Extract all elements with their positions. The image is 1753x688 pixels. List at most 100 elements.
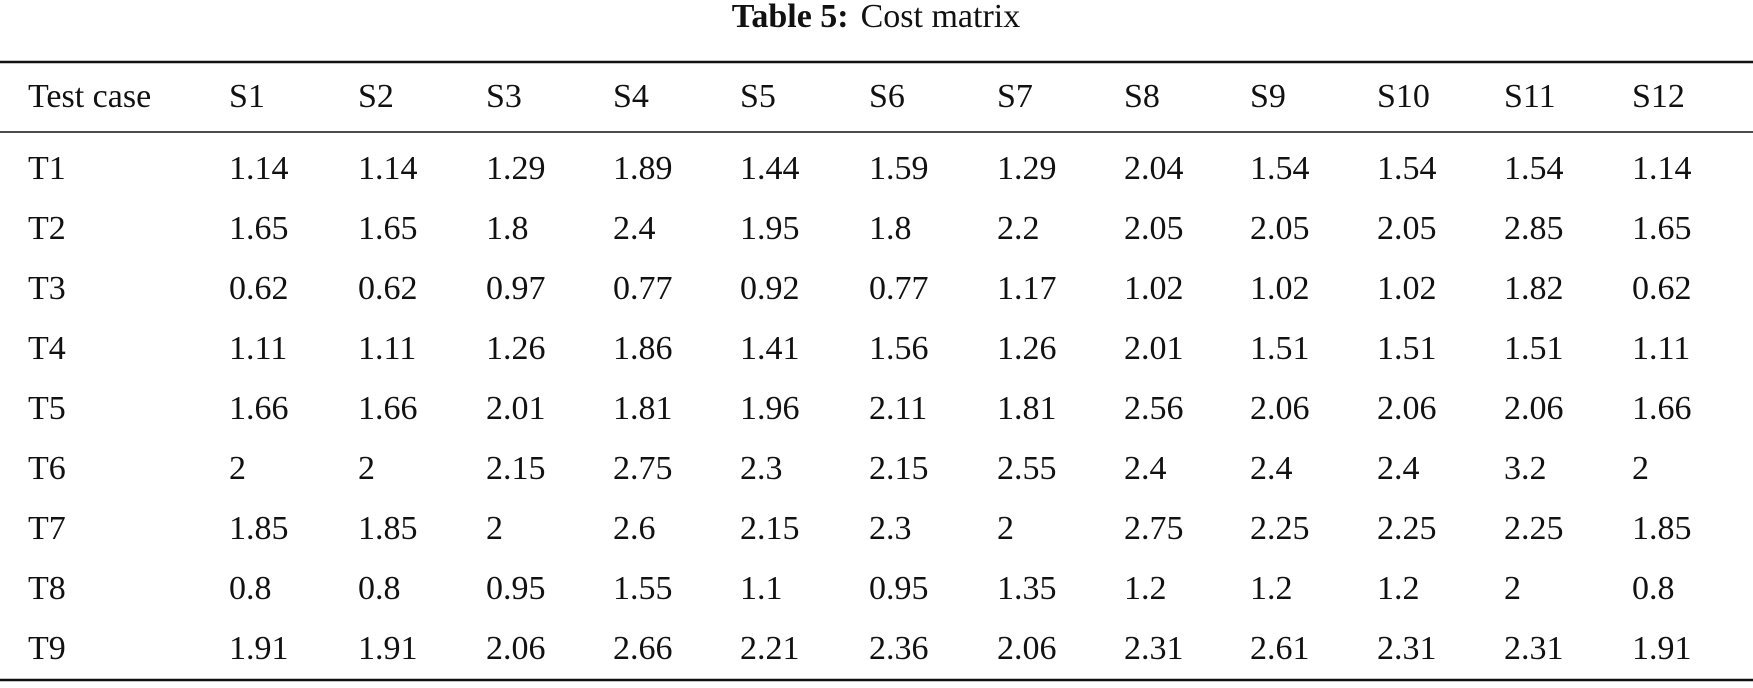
cell: 0.62 bbox=[358, 270, 418, 307]
cell: 1.11 bbox=[1632, 330, 1690, 367]
cell: 1.51 bbox=[1504, 330, 1564, 367]
row-label: T3 bbox=[28, 270, 66, 307]
cell: 2.04 bbox=[1124, 150, 1184, 187]
caption: Table 5: Cost matrix bbox=[732, 0, 1020, 35]
cell: 2 bbox=[229, 450, 246, 487]
cell: 2.3 bbox=[740, 450, 783, 487]
cell: 1.14 bbox=[1632, 150, 1692, 187]
cell: 2.4 bbox=[1377, 450, 1420, 487]
cell: 2.56 bbox=[1124, 390, 1184, 427]
cell: 1.35 bbox=[997, 570, 1057, 607]
cell: 1.95 bbox=[740, 210, 800, 247]
column-header: S11 bbox=[1504, 78, 1556, 115]
cell: 2.31 bbox=[1504, 630, 1564, 667]
cell: 1.91 bbox=[229, 630, 289, 667]
cell: 0.8 bbox=[1632, 570, 1675, 607]
cell: 1.41 bbox=[740, 330, 800, 367]
column-header: S10 bbox=[1377, 78, 1430, 115]
cell: 2.15 bbox=[740, 510, 800, 547]
cell: 1.65 bbox=[229, 210, 289, 247]
cell: 1.85 bbox=[229, 510, 289, 547]
column-header: S6 bbox=[869, 78, 905, 115]
cell: 2.6 bbox=[613, 510, 656, 547]
cell: 1.51 bbox=[1250, 330, 1310, 367]
cell: 0.95 bbox=[486, 570, 546, 607]
column-header: S7 bbox=[997, 78, 1033, 115]
column-header: S12 bbox=[1632, 78, 1685, 115]
cell: 0.8 bbox=[358, 570, 401, 607]
cell: 1.29 bbox=[997, 150, 1057, 187]
cell: 2.4 bbox=[1250, 450, 1293, 487]
cell: 2.4 bbox=[1124, 450, 1167, 487]
cell: 0.62 bbox=[1632, 270, 1692, 307]
cell: 2.55 bbox=[997, 450, 1057, 487]
cell: 2.05 bbox=[1377, 210, 1437, 247]
cell: 1.81 bbox=[997, 390, 1057, 427]
cell: 1.26 bbox=[486, 330, 546, 367]
cell: 1.02 bbox=[1377, 270, 1437, 307]
cell: 0.62 bbox=[229, 270, 289, 307]
cell: 1.44 bbox=[740, 150, 800, 187]
column-header: Test case bbox=[28, 78, 151, 115]
cell: 1.85 bbox=[358, 510, 418, 547]
cell: 1.54 bbox=[1377, 150, 1437, 187]
column-header: S5 bbox=[740, 78, 776, 115]
cell: 2.25 bbox=[1250, 510, 1310, 547]
cell: 1.66 bbox=[1632, 390, 1692, 427]
cell: 1.66 bbox=[358, 390, 418, 427]
cell: 1.11 bbox=[358, 330, 416, 367]
column-header: S3 bbox=[486, 78, 522, 115]
cell: 1.85 bbox=[1632, 510, 1692, 547]
cell: 2.15 bbox=[486, 450, 546, 487]
cell: 2.06 bbox=[997, 630, 1057, 667]
cell: 1.8 bbox=[486, 210, 529, 247]
cell: 2 bbox=[1504, 570, 1521, 607]
cell: 2.61 bbox=[1250, 630, 1310, 667]
cell: 2.4 bbox=[613, 210, 656, 247]
cell: 1.86 bbox=[613, 330, 673, 367]
cell: 2.15 bbox=[869, 450, 929, 487]
cell: 1.11 bbox=[229, 330, 287, 367]
cell: 3.2 bbox=[1504, 450, 1547, 487]
cell: 1.91 bbox=[1632, 630, 1692, 667]
cell: 2.06 bbox=[486, 630, 546, 667]
cell: 1.51 bbox=[1377, 330, 1437, 367]
cell: 2.75 bbox=[613, 450, 673, 487]
row-label: T2 bbox=[28, 210, 66, 247]
cell: 2.01 bbox=[1124, 330, 1184, 367]
cell: 2.85 bbox=[1504, 210, 1564, 247]
cell: 2.11 bbox=[869, 390, 927, 427]
row-label: T8 bbox=[28, 570, 66, 607]
cell: 1.55 bbox=[613, 570, 673, 607]
cell: 0.77 bbox=[613, 270, 673, 307]
cell: 2.06 bbox=[1250, 390, 1310, 427]
cell: 1.56 bbox=[869, 330, 929, 367]
cell: 2.31 bbox=[1377, 630, 1437, 667]
cell: 1.54 bbox=[1250, 150, 1310, 187]
cell: 2.75 bbox=[1124, 510, 1184, 547]
cell: 0.92 bbox=[740, 270, 800, 307]
cell: 1.65 bbox=[358, 210, 418, 247]
column-header: S9 bbox=[1250, 78, 1286, 115]
cell: 2.06 bbox=[1504, 390, 1564, 427]
cell: 2.01 bbox=[486, 390, 546, 427]
cell: 1.2 bbox=[1250, 570, 1293, 607]
cell: 1.81 bbox=[613, 390, 673, 427]
cell: 2.05 bbox=[1124, 210, 1184, 247]
cell: 1.82 bbox=[1504, 270, 1564, 307]
row-label: T1 bbox=[28, 150, 66, 187]
cell: 2 bbox=[1632, 450, 1649, 487]
row-label: T6 bbox=[28, 450, 66, 487]
cell: 1.2 bbox=[1124, 570, 1167, 607]
column-header: S4 bbox=[613, 78, 649, 115]
row-label: T7 bbox=[28, 510, 66, 547]
caption-text: Cost matrix bbox=[861, 0, 1021, 35]
cell: 0.97 bbox=[486, 270, 546, 307]
caption-label: Table 5: bbox=[732, 0, 849, 35]
cell: 1.17 bbox=[997, 270, 1057, 307]
column-header: S1 bbox=[229, 78, 265, 115]
cell: 1.29 bbox=[486, 150, 546, 187]
cell: 1.1 bbox=[740, 570, 783, 607]
cell: 1.91 bbox=[358, 630, 418, 667]
